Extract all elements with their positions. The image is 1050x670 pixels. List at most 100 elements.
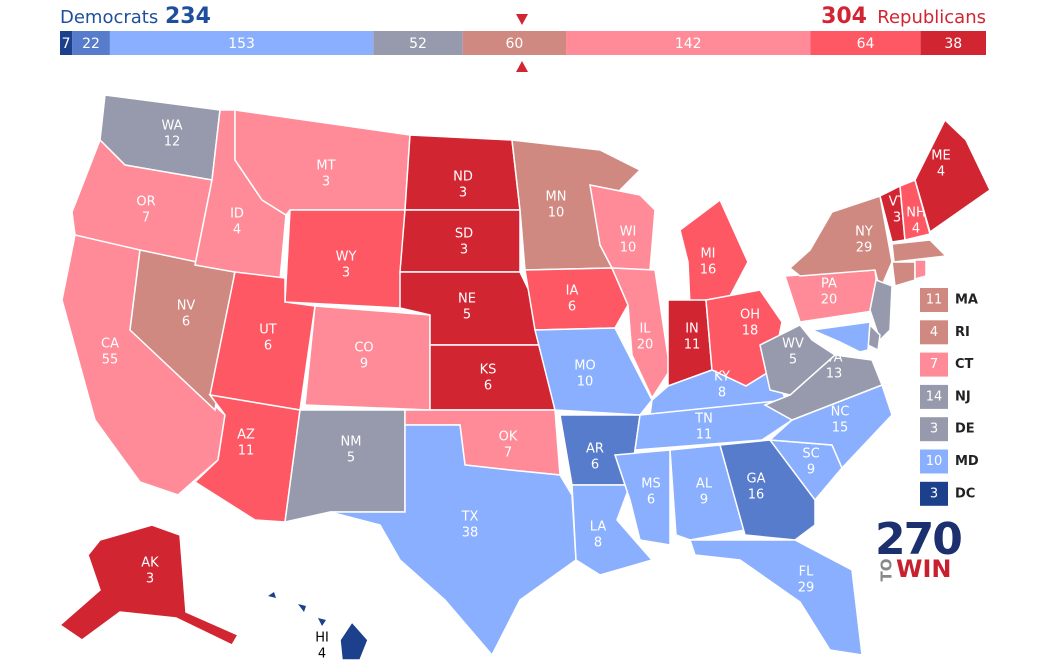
state-abbr: ND [453, 170, 473, 185]
state [339, 620, 369, 661]
state-abbr: OK [499, 430, 518, 445]
state [759, 324, 837, 396]
small-state-list: 11 MA 4 RI 7 CT 14 NJ 3 DE 10 MD 3 DC [920, 288, 979, 506]
state [58, 524, 240, 646]
state-abbr: ID [230, 207, 244, 222]
state [329, 424, 577, 657]
state-abbr: WV [782, 337, 804, 352]
state-abbr: CO [354, 341, 373, 356]
state-abbr: AK [141, 556, 159, 571]
state [534, 327, 653, 416]
state-ev: 11 [238, 444, 255, 459]
state-ev: 4 [912, 222, 920, 237]
state-abbr: NY [855, 225, 873, 240]
state-ev: 11 [684, 338, 701, 353]
state-ev: 10 [548, 206, 565, 221]
state-ev: 12 [164, 135, 181, 150]
state-ev: 38 [462, 526, 479, 541]
state-abbr: OR [136, 195, 155, 210]
state-abbr: MN [546, 190, 567, 205]
legend-ev: 10 [926, 454, 943, 469]
state-ev: 9 [700, 493, 708, 508]
map: WA12OR7CA55NV6ID4MT3WY3UT6AZ11CO9NM5ND3S… [58, 94, 991, 662]
state-ev: 3 [146, 572, 154, 587]
island [318, 618, 326, 626]
logo: 270 TO WIN [875, 514, 963, 583]
rep-label: Republicans [877, 7, 986, 28]
state [524, 267, 629, 331]
state-abbr: WA [161, 119, 182, 134]
state-ev: 6 [647, 493, 655, 508]
legend-abbr: MD [955, 454, 979, 469]
state-ev: 5 [789, 353, 797, 368]
state-abbr: NH [906, 206, 926, 221]
state [914, 118, 991, 234]
state-ev: 8 [718, 386, 726, 401]
state-ev: 16 [748, 488, 765, 503]
legend-ev: 3 [930, 422, 938, 437]
logo-number: 270 [875, 514, 961, 565]
state-ev: 3 [342, 266, 350, 281]
state [284, 409, 406, 523]
dem-total: 234 [165, 4, 211, 29]
bar-segment [462, 31, 567, 55]
state-abbr: TN [694, 412, 713, 427]
state-ev: 3 [459, 186, 467, 201]
state-ev: 9 [360, 357, 368, 372]
midpoint-arrow [516, 14, 528, 25]
state-abbr: TX [461, 510, 479, 525]
state-ev: 55 [102, 353, 119, 368]
state-abbr: IL [639, 322, 651, 337]
state-abbr: GA [747, 472, 766, 487]
state-ev: 6 [264, 339, 272, 354]
state [891, 261, 916, 287]
state-abbr: AR [586, 442, 604, 457]
state-abbr: IA [566, 284, 579, 299]
state-ev: 10 [577, 375, 594, 390]
bar-segment [109, 31, 374, 55]
state-abbr: LA [590, 520, 607, 535]
state-ev: 13 [826, 367, 843, 382]
legend-ev: 14 [926, 389, 943, 404]
bar-label: 38 [944, 36, 962, 52]
bar-segment [920, 31, 986, 55]
state [429, 344, 556, 411]
state-abbr: KS [480, 363, 497, 378]
state-ev: 3 [460, 243, 468, 258]
island [268, 592, 276, 598]
state [610, 267, 671, 400]
state [891, 239, 948, 263]
legend-abbr: DE [955, 422, 975, 437]
legend-abbr: RI [955, 325, 970, 340]
state [914, 259, 927, 280]
state-abbr: AZ [237, 428, 255, 443]
state-abbr: HI [315, 631, 329, 646]
state [809, 321, 871, 353]
bar-segment [566, 31, 811, 55]
state-abbr: FL [799, 565, 814, 580]
state-abbr: AL [696, 477, 713, 492]
state-ev: 11 [696, 428, 713, 443]
state-ev: 5 [463, 308, 471, 323]
legend-ev: 7 [930, 357, 938, 372]
bar-label: 22 [82, 36, 100, 52]
state-ev: 4 [937, 165, 945, 180]
legend-abbr: MA [955, 293, 978, 308]
bar-label: 52 [409, 36, 427, 52]
legend-box [920, 481, 948, 506]
summary-bar: 7 22 153 52 60 142 64 38 [60, 31, 986, 55]
state-abbr: MI [700, 247, 715, 262]
state-abbr: MO [574, 359, 595, 374]
state [869, 278, 893, 342]
bar-label: 7 [62, 36, 71, 52]
state-abbr: NC [831, 405, 850, 420]
state-abbr: NE [458, 292, 476, 307]
state-abbr: IN [685, 322, 699, 337]
logo-win: WIN [896, 555, 952, 583]
state-ev: 3 [893, 211, 901, 226]
legend-box [920, 320, 948, 345]
state-abbr: WY [336, 250, 357, 265]
state-ev: 6 [484, 379, 492, 394]
state-ev: 4 [318, 647, 326, 662]
bar-label: 60 [505, 36, 523, 52]
